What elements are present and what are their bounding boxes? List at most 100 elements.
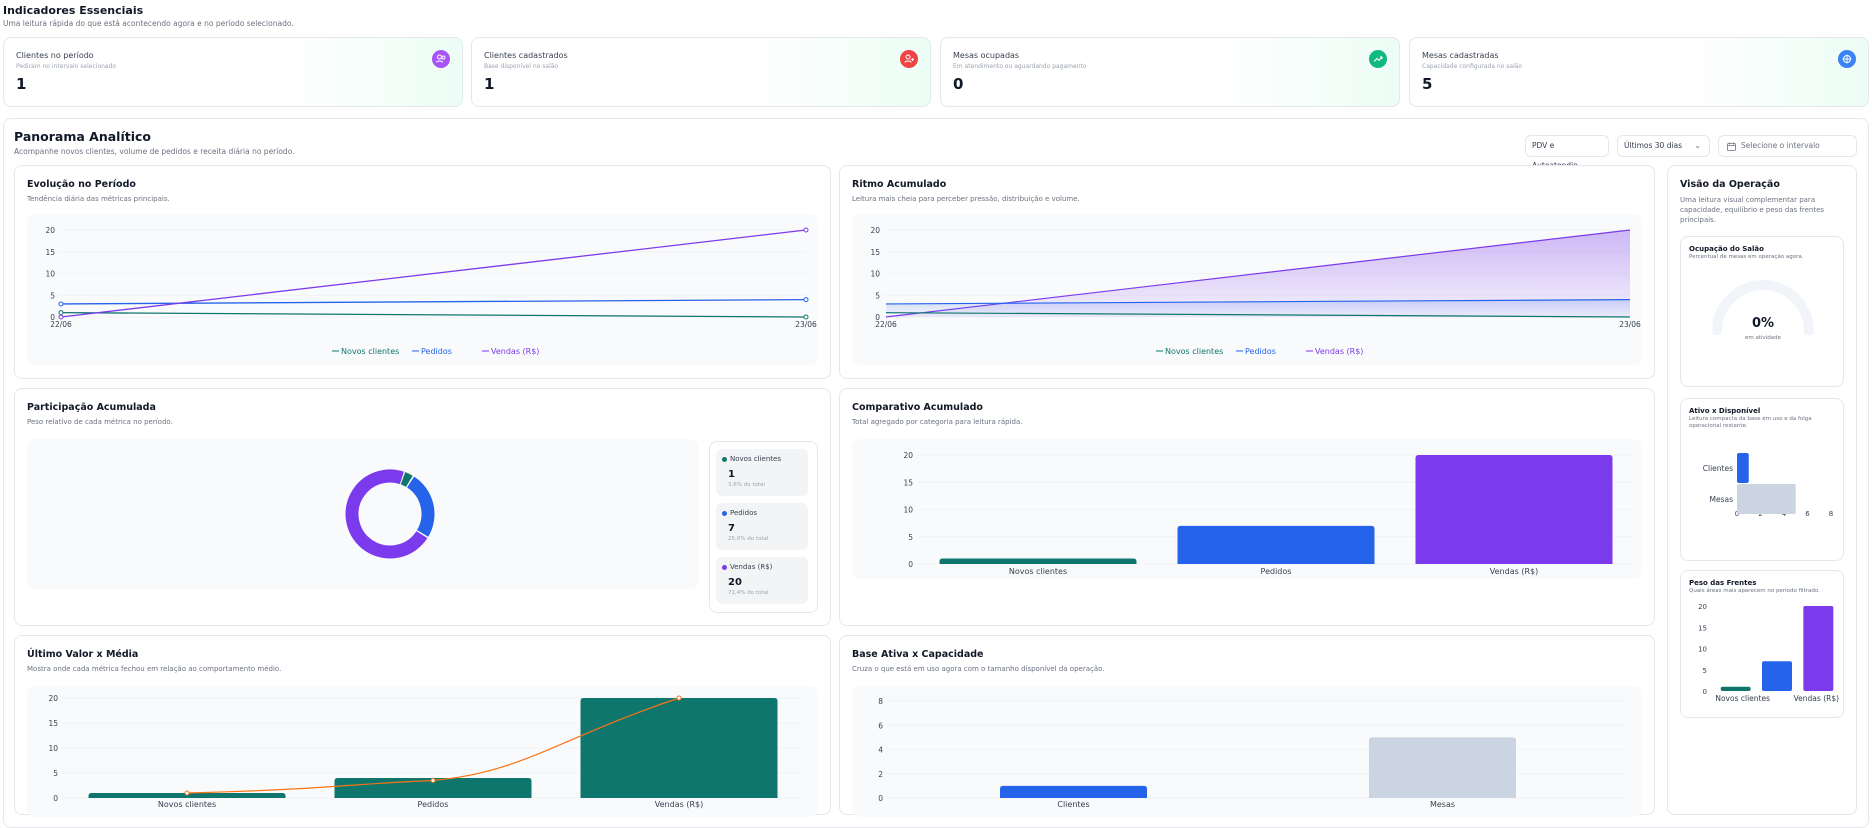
ocupacao-caption: em atividade: [1744, 335, 1782, 341]
y-tick-label: 0: [50, 313, 55, 322]
panel-title: Evolução no Período: [27, 179, 136, 190]
x-tick-label: Pedidos: [1261, 567, 1292, 576]
peso-title: Peso das Frentes: [1689, 579, 1757, 587]
panel-subtitle: Tendência diária das métricas principais…: [27, 195, 170, 203]
y-tick-label: 15: [48, 719, 58, 728]
y-tick-label: 10: [1698, 646, 1707, 654]
kpi-card-mesas-ocupadas: Mesas ocupadas Em atendimento ou aguarda…: [940, 37, 1400, 107]
y-tick-label: 5: [53, 769, 58, 778]
ativo-card: Ativo x Disponível Leitura compacta da b…: [1680, 398, 1844, 561]
y-tick-label: 20: [48, 694, 58, 703]
data-point: [58, 314, 64, 320]
ocupacao-subtitle: Percentual de mesas em operação agora.: [1689, 254, 1804, 260]
legend-dot: [722, 565, 727, 570]
legend-value: 7: [728, 523, 735, 534]
bar: [1177, 525, 1375, 564]
average-point: [676, 695, 682, 701]
y-tick-label: 0: [875, 313, 880, 322]
kpi-value: 0: [953, 75, 964, 93]
legend-label: Vendas (R$): [1315, 347, 1363, 356]
bar: [1000, 785, 1147, 798]
y-tick-label: 10: [48, 744, 58, 753]
x-tick-label: Vendas (R$): [1490, 567, 1538, 576]
legend-name: Novos clientes: [730, 455, 781, 463]
panel-title: Último Valor x Média: [27, 649, 139, 660]
panorama-title: Panorama Analítico: [14, 129, 151, 144]
x-tick-label: Novos clientes: [1715, 694, 1770, 703]
legend-label: Pedidos: [1245, 347, 1276, 356]
y-tick-label: 0: [878, 794, 883, 803]
panel-subtitle: Leitura mais cheia para perceber pressão…: [852, 195, 1080, 203]
kpi-label: Mesas cadastradas: [1422, 51, 1499, 60]
peso-card: Peso das Frentes Quais áreas mais aparec…: [1680, 570, 1844, 718]
range-select[interactable]: Últimos 30 dias ⌄: [1617, 135, 1710, 157]
ocupacao-gauge: [1712, 280, 1814, 335]
ativo-subtitle: Leitura compacta da base em uso e da fol…: [1689, 416, 1812, 429]
range-select-value: Últimos 30 dias: [1624, 141, 1683, 150]
legend-pct: 25,0% do total: [728, 536, 769, 542]
page-subtitle: Uma leitura rápida do que está acontecen…: [3, 19, 294, 28]
y-tick-label: Mesas: [1710, 495, 1734, 504]
y-tick-label: 0: [53, 794, 58, 803]
panel-subtitle: Total agregado por categoria para leitur…: [852, 418, 1023, 426]
y-tick-label: 4: [878, 746, 883, 755]
y-tick-label: Clientes: [1703, 464, 1733, 473]
bar: [1762, 661, 1792, 691]
panel-title: Ritmo Acumulado: [852, 179, 947, 190]
kpi-value: 1: [484, 75, 495, 93]
legend-item: Vendas (R$) 20 71,4% do total: [716, 557, 808, 604]
x-tick-label: Clientes: [1057, 800, 1089, 809]
kpi-desc: Em atendimento ou aguardando pagamento: [953, 63, 1087, 70]
data-point: [803, 297, 809, 303]
hbar: [1737, 484, 1796, 514]
y-tick-label: 8: [878, 697, 883, 706]
data-point: [803, 227, 809, 233]
y-tick-label: 5: [1703, 667, 1707, 675]
grid-icon: [1838, 50, 1856, 68]
x-tick-label: Pedidos: [418, 800, 449, 809]
bar: [580, 698, 778, 798]
y-tick-label: 20: [903, 451, 913, 460]
data-point: [58, 301, 64, 307]
kpi-label: Clientes cadastrados: [484, 51, 568, 60]
participacao-donut-chart: [345, 469, 435, 559]
x-tick-label: Novos clientes: [158, 800, 216, 809]
interval-picker[interactable]: Selecione o intervalo: [1718, 135, 1857, 157]
kpi-card-mesas-cadastradas: Mesas cadastradas Capacidade configurada…: [1409, 37, 1869, 107]
panel-title: Base Ativa x Capacidade: [852, 649, 984, 660]
series-line: [60, 312, 807, 318]
y-tick-label: 20: [870, 226, 880, 235]
y-tick-label: 10: [903, 506, 913, 515]
legend-item: Novos clientes 1 3,6% do total: [716, 449, 808, 496]
comparativo-bar-chart: 0 5 10 15 20 Novos clientes Pedidos Vendas (R$): [903, 451, 1633, 576]
x-tick-label: 0: [1735, 510, 1739, 518]
x-tick-label: Vendas (R$): [655, 800, 703, 809]
panel-subtitle: Mostra onde cada métrica fechou em relaç…: [27, 665, 282, 673]
series-line: [885, 299, 1631, 305]
side-title: Visão da Operação: [1680, 179, 1780, 190]
x-tick-label: Novos clientes: [1009, 567, 1067, 576]
ocupacao-value: 0%: [1751, 316, 1775, 331]
evolucao-line-chart: 0 5 10 15 20 22/06 23/06 Novos clientes Pedidos V…: [45, 226, 817, 356]
y-tick-label: 20: [45, 226, 55, 235]
average-point: [430, 778, 436, 783]
kpi-desc: Capacidade configurada no salão: [1422, 63, 1523, 70]
legend-name: Vendas (R$): [730, 563, 773, 571]
kpi-label: Mesas ocupadas: [953, 51, 1020, 60]
y-tick-label: 15: [45, 248, 55, 257]
x-tick-label: Vendas (R$): [1794, 694, 1839, 703]
interval-picker-placeholder: Selecione o intervalo: [1741, 141, 1820, 150]
peso-bar-chart: 0 5 10 15 20 Novos clientes Vendas (R$): [1698, 603, 1839, 703]
legend-dot: [722, 457, 727, 462]
ritmo-area-chart: 0 5 10 15 20 22/06 23/06 Novos clientes Pedidos V…: [870, 226, 1641, 356]
x-tick-label: 23/06: [1619, 320, 1641, 329]
source-select[interactable]: PDV e Autoatendin...: [1525, 135, 1609, 170]
kpi-label: Clientes no período: [16, 51, 94, 60]
side-subtitle: Uma leitura visual complementar para cap…: [1680, 196, 1825, 224]
kpi-desc: Pediram no intervalo selecionado: [16, 63, 117, 70]
ocupacao-title: Ocupação do Salão: [1689, 245, 1764, 253]
kpi-value: 1: [16, 75, 27, 93]
x-tick-label: Mesas: [1430, 800, 1455, 809]
series-line: [885, 229, 1631, 318]
peso-subtitle: Quais áreas mais aparecem no período fil…: [1689, 588, 1820, 594]
